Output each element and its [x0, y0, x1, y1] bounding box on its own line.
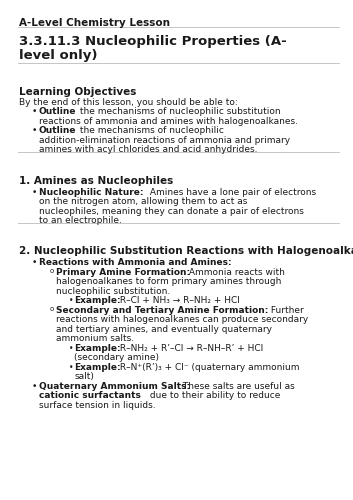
- Text: 3.3.11.3 Nucleophilic Properties (A-: 3.3.11.3 Nucleophilic Properties (A-: [19, 36, 287, 49]
- Text: A-Level Chemistry Lesson: A-Level Chemistry Lesson: [19, 18, 170, 28]
- Text: By the end of this lesson, you should be able to:: By the end of this lesson, you should be…: [19, 98, 238, 107]
- Text: cationic surfactants: cationic surfactants: [39, 392, 141, 400]
- Text: Further: Further: [268, 306, 304, 315]
- Text: •: •: [69, 363, 73, 372]
- Text: addition-elimination reactions of ammonia and primary: addition-elimination reactions of ammoni…: [39, 136, 290, 145]
- Text: nucleophiles, meaning they can donate a pair of electrons: nucleophiles, meaning they can donate a …: [39, 206, 304, 216]
- Text: Primary Amine Formation:: Primary Amine Formation:: [56, 268, 191, 277]
- Text: salt): salt): [74, 372, 94, 382]
- Text: on the nitrogen atom, allowing them to act as: on the nitrogen atom, allowing them to a…: [39, 197, 247, 206]
- Text: (secondary amine): (secondary amine): [74, 354, 159, 362]
- Text: •: •: [32, 258, 37, 268]
- Text: Example:: Example:: [74, 363, 121, 372]
- Text: surface tension in liquids.: surface tension in liquids.: [39, 401, 155, 410]
- Text: •: •: [32, 188, 37, 196]
- Text: the mechanisms of nucleophilic: the mechanisms of nucleophilic: [77, 126, 223, 136]
- Text: reactions of ammonia and amines with halogenoalkanes.: reactions of ammonia and amines with hal…: [39, 117, 298, 126]
- Text: 2. Nucleophilic Substitution Reactions with Halogenoalkanes: 2. Nucleophilic Substitution Reactions w…: [19, 246, 353, 256]
- Text: and tertiary amines, and eventually quaternary: and tertiary amines, and eventually quat…: [56, 325, 273, 334]
- Text: •: •: [32, 108, 37, 116]
- Text: R–N⁺(R’)₃ + Cl⁻ (quaternary ammonium: R–N⁺(R’)₃ + Cl⁻ (quaternary ammonium: [118, 363, 300, 372]
- Text: Nucleophilic Nature:: Nucleophilic Nature:: [39, 188, 143, 196]
- Text: o: o: [49, 268, 54, 274]
- Text: Ammonia reacts with: Ammonia reacts with: [186, 268, 285, 277]
- Text: R–Cl + NH₃ → R–NH₂ + HCl: R–Cl + NH₃ → R–NH₂ + HCl: [118, 296, 240, 306]
- Text: •: •: [69, 296, 73, 306]
- Text: Outline: Outline: [39, 108, 76, 116]
- Text: Amines have a lone pair of electrons: Amines have a lone pair of electrons: [147, 188, 316, 196]
- Text: reactions with halogenoalkanes can produce secondary: reactions with halogenoalkanes can produ…: [56, 316, 309, 324]
- Text: Example:: Example:: [74, 296, 121, 306]
- Text: amines with acyl chlorides and acid anhydrides.: amines with acyl chlorides and acid anhy…: [39, 146, 257, 154]
- Text: These salts are useful as: These salts are useful as: [180, 382, 294, 391]
- Text: o: o: [49, 306, 54, 312]
- Text: nucleophilic substitution.: nucleophilic substitution.: [56, 287, 171, 296]
- Text: •: •: [32, 126, 37, 136]
- Text: •: •: [32, 382, 37, 391]
- Text: Outline: Outline: [39, 126, 76, 136]
- Text: 1. Amines as Nucleophiles: 1. Amines as Nucleophiles: [19, 176, 174, 186]
- Text: ammonium salts.: ammonium salts.: [56, 334, 134, 344]
- Text: halogenoalkanes to form primary amines through: halogenoalkanes to form primary amines t…: [56, 278, 282, 286]
- Text: Secondary and Tertiary Amine Formation:: Secondary and Tertiary Amine Formation:: [56, 306, 269, 315]
- Text: Example:: Example:: [74, 344, 121, 353]
- Text: R–NH₂ + R’–Cl → R–NH–R’ + HCl: R–NH₂ + R’–Cl → R–NH–R’ + HCl: [118, 344, 264, 353]
- Text: level only): level only): [19, 50, 98, 62]
- Text: Learning Objectives: Learning Objectives: [19, 87, 137, 97]
- Text: the mechanisms of nucleophilic substitution: the mechanisms of nucleophilic substitut…: [77, 108, 280, 116]
- Text: Quaternary Ammonium Salts:: Quaternary Ammonium Salts:: [39, 382, 190, 391]
- Text: •: •: [69, 344, 73, 353]
- Text: Reactions with Ammonia and Amines:: Reactions with Ammonia and Amines:: [39, 258, 232, 268]
- Text: due to their ability to reduce: due to their ability to reduce: [147, 392, 281, 400]
- Text: to an electrophile.: to an electrophile.: [39, 216, 122, 225]
